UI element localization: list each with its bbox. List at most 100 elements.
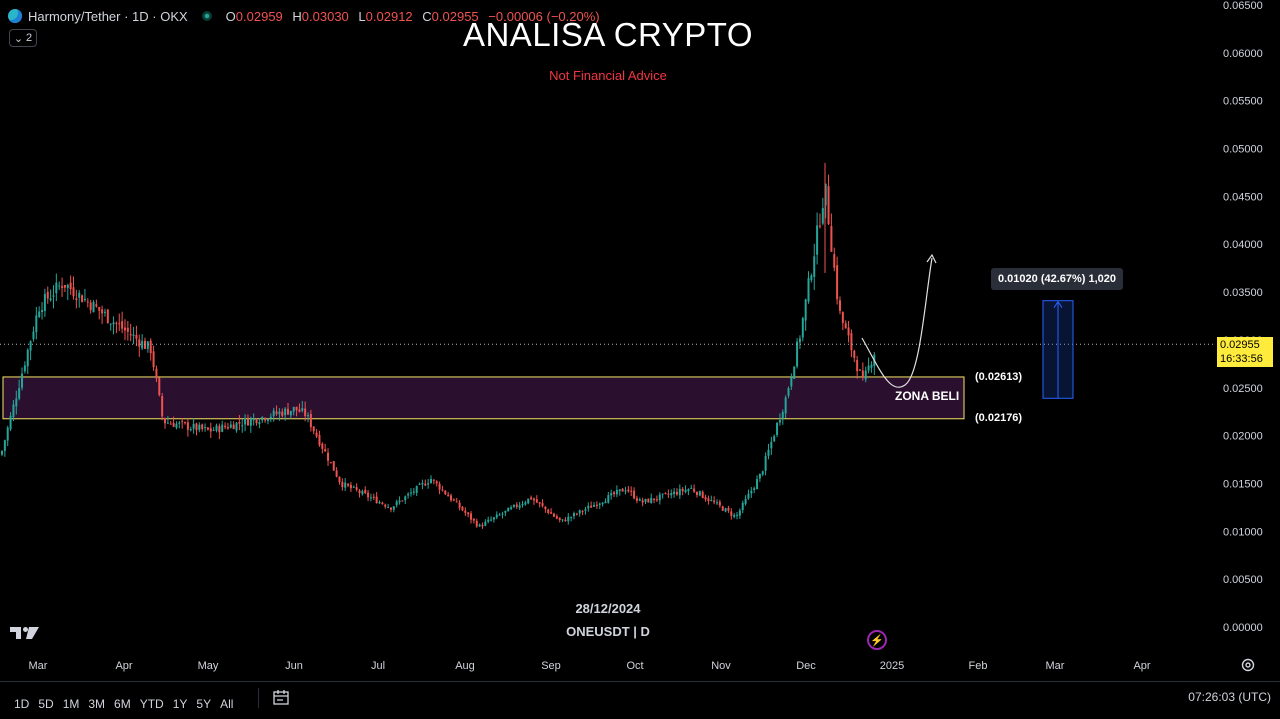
candle-body: [598, 503, 601, 505]
price-tick-label: 0.01000: [1223, 526, 1263, 538]
timeframe-3m[interactable]: 3M: [88, 697, 106, 711]
candle-body: [501, 513, 504, 515]
candle-body: [266, 419, 269, 422]
candle-body: [38, 311, 41, 318]
candle-body: [821, 208, 824, 224]
candle-body: [155, 368, 158, 379]
candle-body: [392, 506, 395, 510]
candle-body: [564, 519, 567, 522]
candle-body: [372, 496, 375, 498]
candle-body: [389, 507, 392, 510]
candle-body: [375, 496, 378, 504]
candle-body: [401, 500, 404, 502]
candle-body: [175, 423, 178, 428]
time-tick-label: Dec: [796, 660, 816, 672]
utc-clock[interactable]: 07:26:03 (UTC): [1188, 690, 1271, 704]
candle-body: [289, 410, 292, 416]
price-tick-label: 0.02500: [1223, 383, 1263, 395]
candle-body: [578, 510, 581, 514]
candle-body: [490, 519, 493, 521]
candle-body: [555, 516, 558, 519]
lightning-icon[interactable]: ⚡: [867, 630, 887, 650]
candle-body: [198, 424, 201, 430]
candle-body: [844, 323, 847, 329]
time-axis: Mar Apr May Jun Jul Aug Sep Oct Nov Dec 2025 Feb Mar…: [29, 660, 1151, 672]
candle-body: [189, 429, 192, 431]
candle-body: [756, 479, 759, 490]
candle-body: [255, 419, 258, 424]
candle-body: [567, 516, 570, 522]
candle-body: [112, 322, 115, 325]
candle-body: [129, 334, 132, 336]
candle-body: [295, 406, 298, 411]
candle-body: [610, 493, 613, 496]
time-tick-label: Jun: [285, 660, 303, 672]
time-tick-label: Mar: [1046, 660, 1065, 672]
timeframe-1d[interactable]: 1D: [14, 697, 30, 711]
timeframe-all[interactable]: All: [220, 697, 234, 711]
candle-body: [43, 293, 46, 312]
toolbar-divider: [258, 688, 259, 708]
candle-body: [684, 489, 687, 493]
candle-body: [859, 369, 861, 371]
time-tick-label: Apr: [1133, 660, 1150, 672]
timeframe-6m[interactable]: 6M: [114, 697, 131, 711]
candle-body: [344, 482, 347, 488]
indicators-toggle-button[interactable]: ⌄ 2: [9, 29, 37, 47]
candle-body: [724, 508, 727, 512]
candle-body: [761, 471, 764, 475]
candle-body: [61, 286, 64, 288]
candle-body: [444, 490, 447, 495]
candle-body: [246, 419, 249, 426]
timeframe-5y[interactable]: 5Y: [196, 697, 212, 711]
candle-body: [750, 490, 753, 494]
timeframe-1m[interactable]: 1M: [62, 697, 80, 711]
candle-body: [327, 452, 330, 461]
gear-icon[interactable]: [1240, 657, 1256, 673]
candle-body: [658, 494, 661, 501]
market-status-icon[interactable]: [201, 11, 212, 21]
candle-body: [710, 500, 713, 502]
candle-body: [624, 490, 627, 492]
candle-body: [166, 422, 169, 424]
candle-body: [103, 311, 106, 313]
date-range-icon[interactable]: [272, 689, 290, 707]
timeframe-ytd[interactable]: YTD: [139, 697, 164, 711]
candle-body: [570, 516, 573, 518]
candle-body: [206, 427, 209, 430]
timeframe-1y[interactable]: 1Y: [172, 697, 188, 711]
candle-body: [292, 406, 295, 412]
candle-body: [727, 507, 730, 511]
candle-body: [427, 483, 430, 485]
symbol-title[interactable]: Harmony/Tether · 1D · OKX: [28, 8, 188, 24]
time-tick-label: 2025: [880, 660, 904, 672]
candle-body: [678, 488, 681, 496]
candle-body: [850, 333, 853, 351]
measure-arrowhead: [1053, 300, 1063, 308]
candle-body: [201, 424, 204, 429]
candle-body: [309, 414, 312, 428]
candle-body: [361, 490, 364, 495]
candle-body: [29, 341, 32, 351]
candle-body: [584, 509, 587, 511]
candle-body: [158, 378, 161, 396]
candle-body: [464, 510, 467, 513]
candle-body: [575, 513, 578, 515]
candle-body: [807, 278, 810, 302]
candle-body: [347, 483, 350, 486]
projection-arrowhead: [926, 253, 937, 264]
candle-body: [72, 287, 75, 297]
candle-body: [146, 341, 149, 349]
candle-body: [627, 489, 630, 492]
tradingview-logo-icon[interactable]: [10, 625, 40, 641]
candle-body: [621, 488, 624, 492]
candle-body: [798, 338, 801, 343]
candle-body: [258, 422, 261, 425]
candle-body: [275, 411, 278, 414]
candle-body: [78, 292, 81, 298]
zone-label: ZONA BELI: [895, 389, 960, 403]
timeframe-5d[interactable]: 5D: [38, 697, 54, 711]
candle-body: [801, 318, 804, 338]
price-chart[interactable]: 0.00000 0.00500 0.01000 0.01500 0.02000 0.025…: [0, 0, 1280, 681]
candle-body: [458, 502, 461, 508]
